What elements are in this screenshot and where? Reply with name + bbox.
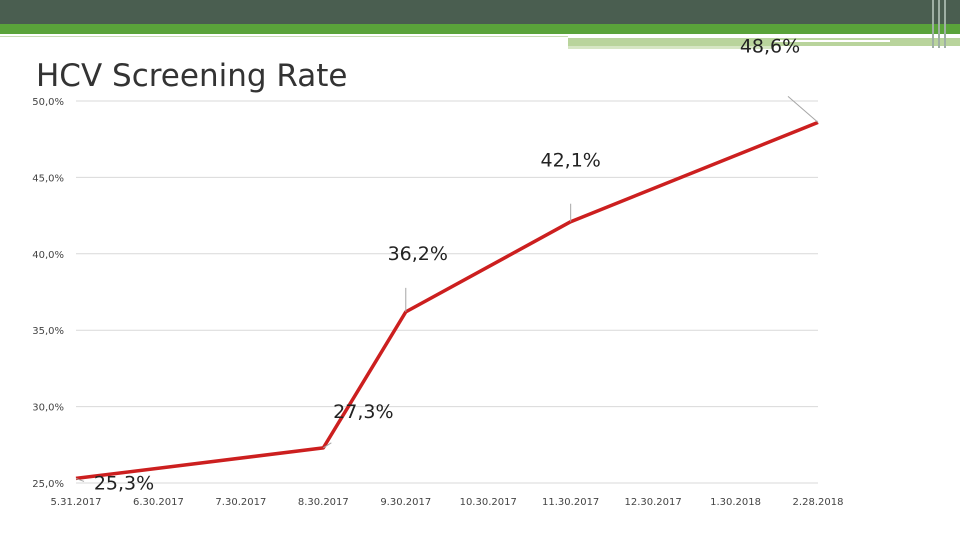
data-label-leader <box>787 96 819 123</box>
x-tick-label: 8.30.2017 <box>298 497 349 508</box>
x-tick-label: 6.30.2017 <box>133 497 184 508</box>
header-light-band-secondary <box>568 46 774 49</box>
x-tick-label: 5.31.2017 <box>51 497 102 508</box>
data-label-leader <box>323 442 332 449</box>
chart-title: HCV Screening Rate <box>36 58 348 94</box>
x-tick-label: 1.30.2018 <box>710 497 761 508</box>
header-green-band <box>0 24 960 34</box>
x-tick-label: 10.30.2017 <box>460 497 517 508</box>
y-tick-label: 35,0% <box>32 326 64 337</box>
header-light-band <box>568 38 960 46</box>
data-label: 42,1% <box>540 150 600 172</box>
x-tick-label: 11.30.2017 <box>542 497 599 508</box>
y-tick-label: 25,0% <box>32 479 64 490</box>
y-tick-label: 40,0% <box>32 250 64 261</box>
decorative-vertical-line <box>944 0 946 48</box>
data-label: 48,6% <box>740 35 800 57</box>
x-tick-label: 7.30.2017 <box>215 497 266 508</box>
data-label: 27,3% <box>333 401 393 423</box>
data-label: 36,2% <box>388 243 448 265</box>
header-thin-rule <box>0 36 568 37</box>
decorative-vertical-line <box>938 0 940 48</box>
data-label: 25,3% <box>94 472 154 494</box>
x-tick-label: 2.28.2018 <box>793 497 844 508</box>
series-line <box>75 120 819 481</box>
x-tick-label: 12.30.2017 <box>624 497 681 508</box>
x-tick-label: 9.30.2017 <box>380 497 431 508</box>
data-label-leader <box>75 477 85 482</box>
y-tick-label: 30,0% <box>32 403 64 414</box>
decorative-vertical-line <box>932 0 934 48</box>
header-dark-band <box>0 0 960 24</box>
header-white-rule <box>774 40 890 42</box>
y-tick-label: 50,0% <box>32 97 64 108</box>
y-tick-label: 45,0% <box>32 173 64 184</box>
